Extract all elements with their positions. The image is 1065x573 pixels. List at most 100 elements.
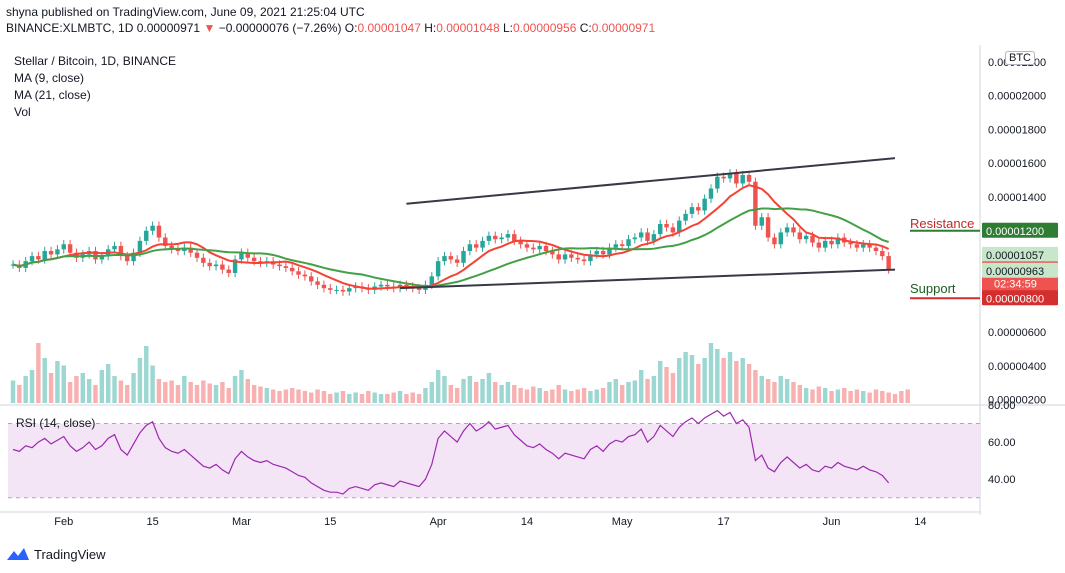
volume-bar	[791, 382, 796, 403]
candle-body	[746, 175, 752, 182]
volume-bar	[632, 380, 638, 403]
volume-bar	[150, 365, 155, 403]
candle-body	[283, 266, 289, 268]
volume-bar	[721, 358, 726, 403]
support-annotation: Support	[910, 281, 956, 296]
volume-bar	[727, 352, 733, 403]
candle-body	[575, 257, 580, 260]
candle-body	[442, 256, 447, 262]
volume-bar	[347, 394, 352, 403]
volume-bar	[353, 392, 358, 403]
volume-bar	[854, 389, 860, 403]
resistance-trendline	[406, 157, 896, 205]
candle-body	[626, 239, 631, 246]
volume-bar	[423, 388, 428, 403]
volume-bar	[867, 392, 872, 403]
volume-bar	[137, 358, 143, 403]
candle-body	[753, 181, 758, 226]
volume-bar	[486, 373, 492, 403]
volume-bar	[366, 391, 371, 403]
time-tick-label: Apr	[430, 516, 447, 528]
candle-body	[36, 256, 41, 260]
candle-body	[473, 244, 479, 248]
candle-body	[613, 244, 619, 248]
candle-body	[778, 232, 784, 245]
volume-bar	[880, 391, 885, 403]
volume-bar	[397, 391, 403, 403]
volume-bar	[829, 391, 834, 403]
legend-ma9: MA (9, close)	[14, 71, 85, 85]
candle-body	[454, 259, 460, 263]
volume-bar	[442, 376, 447, 403]
candle-body	[797, 232, 803, 240]
volume-bar	[86, 379, 92, 403]
volume-bar	[537, 388, 542, 403]
volume-bar	[334, 392, 339, 403]
volume-bar	[289, 388, 295, 403]
candle-body	[822, 240, 828, 248]
candle-body	[467, 244, 473, 252]
price-label-text: 0.00000963	[986, 266, 1044, 278]
volume-bar	[658, 361, 663, 403]
candle-body	[334, 289, 339, 291]
time-tick-label: Feb	[54, 516, 73, 528]
price-label-text: 0.00001057	[986, 250, 1044, 262]
volume-bar	[708, 343, 714, 403]
volume-bar	[645, 379, 650, 403]
volume-bar	[677, 358, 682, 403]
time-tick-label: 14	[914, 516, 926, 528]
candle-body	[550, 251, 555, 255]
candle-body	[378, 284, 384, 287]
candle-body	[144, 230, 149, 241]
tradingview-footer[interactable]: TradingView	[6, 546, 106, 562]
candle-body	[213, 264, 219, 267]
candle-body	[594, 251, 599, 255]
candle-body	[537, 245, 542, 250]
volume-bar	[264, 388, 270, 403]
candle-body	[201, 257, 206, 263]
candle-body	[772, 237, 777, 245]
volume-bar	[892, 394, 898, 403]
volume-bar	[220, 382, 225, 403]
volume-bar	[873, 389, 879, 403]
volume-bar	[48, 373, 54, 403]
candle-body	[518, 240, 523, 245]
candle-body	[740, 175, 745, 184]
volume-bar	[10, 380, 16, 403]
candle-body	[715, 176, 720, 189]
candle-body	[607, 247, 612, 255]
open-value: 0.00001047	[357, 21, 421, 35]
candle-body	[512, 234, 517, 241]
candle-body	[886, 256, 891, 270]
volume-bar	[651, 376, 657, 403]
volume-bar	[213, 385, 219, 403]
candle-body	[156, 225, 162, 238]
candle-body	[873, 247, 879, 252]
volume-bar	[74, 376, 79, 403]
volume-bar	[886, 392, 891, 403]
volume-bar	[493, 382, 498, 403]
candle-body	[562, 254, 568, 260]
volume-bar	[784, 379, 790, 403]
tradingview-logo-icon	[7, 548, 29, 560]
currency-badge[interactable]: BTC	[1005, 51, 1035, 65]
price-label-box	[982, 222, 1058, 238]
volume-bar	[99, 370, 105, 403]
candle-body	[232, 259, 238, 273]
volume-bar	[67, 382, 73, 403]
volume-bar	[251, 385, 257, 403]
candle-body	[645, 232, 650, 241]
symbol: BINANCE:XLMBTC, 1D	[6, 21, 134, 35]
volume-bar	[759, 376, 764, 403]
open-label: O:	[344, 21, 358, 35]
candle-body	[220, 264, 225, 270]
candle-body	[493, 235, 498, 240]
candle-body	[309, 276, 314, 282]
volume-bar	[461, 379, 466, 403]
volume-bar	[156, 379, 162, 403]
candle-body	[118, 245, 124, 257]
volume-bar	[378, 394, 384, 403]
support-trendline	[400, 268, 896, 290]
candle-body	[810, 235, 815, 243]
